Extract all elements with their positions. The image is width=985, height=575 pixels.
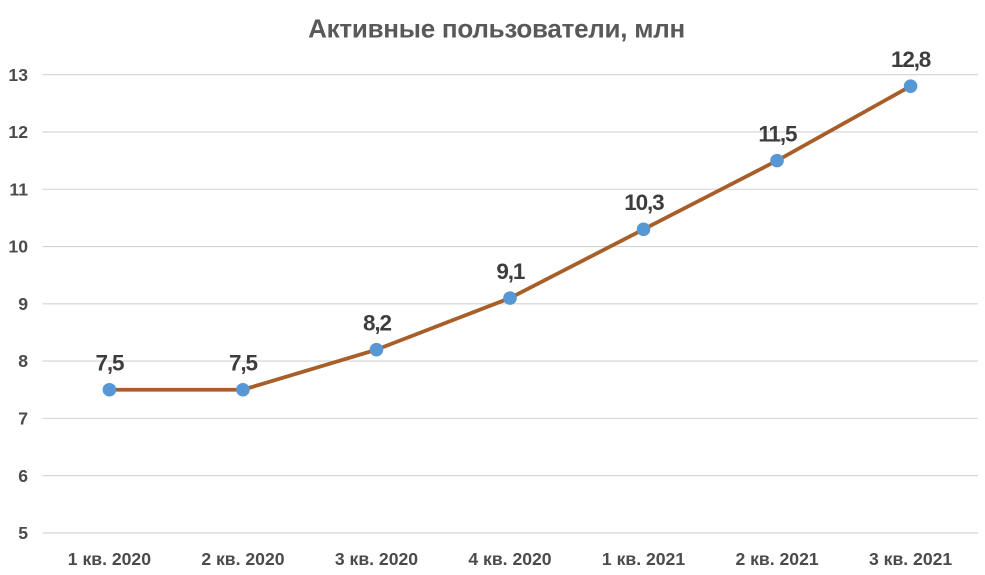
svg-text:7,5: 7,5 [229, 351, 257, 376]
svg-text:3 кв. 2021: 3 кв. 2021 [869, 549, 952, 569]
svg-text:11,5: 11,5 [758, 121, 797, 146]
svg-text:1 кв. 2020: 1 кв. 2020 [68, 549, 151, 569]
svg-text:1 кв. 2021: 1 кв. 2021 [602, 549, 685, 569]
svg-text:9,1: 9,1 [496, 259, 524, 284]
svg-text:12: 12 [8, 122, 28, 142]
svg-text:3 кв. 2020: 3 кв. 2020 [335, 549, 418, 569]
svg-text:8,2: 8,2 [363, 310, 391, 335]
svg-text:12,8: 12,8 [891, 47, 931, 72]
svg-text:10: 10 [8, 237, 28, 257]
svg-text:2 кв. 2021: 2 кв. 2021 [735, 549, 818, 569]
svg-text:7: 7 [18, 409, 28, 429]
svg-text:8: 8 [18, 351, 28, 371]
svg-text:9: 9 [18, 294, 28, 314]
svg-text:10,3: 10,3 [624, 190, 664, 215]
svg-text:5: 5 [18, 523, 28, 543]
svg-text:2 кв. 2020: 2 кв. 2020 [201, 549, 284, 569]
svg-text:13: 13 [8, 65, 28, 85]
svg-text:4 кв. 2020: 4 кв. 2020 [468, 549, 551, 569]
svg-text:11: 11 [9, 179, 28, 199]
svg-text:6: 6 [18, 466, 28, 486]
svg-text:7,5: 7,5 [95, 351, 123, 376]
svg-text:Активные пользователи, млн: Активные пользователи, млн [308, 14, 685, 44]
